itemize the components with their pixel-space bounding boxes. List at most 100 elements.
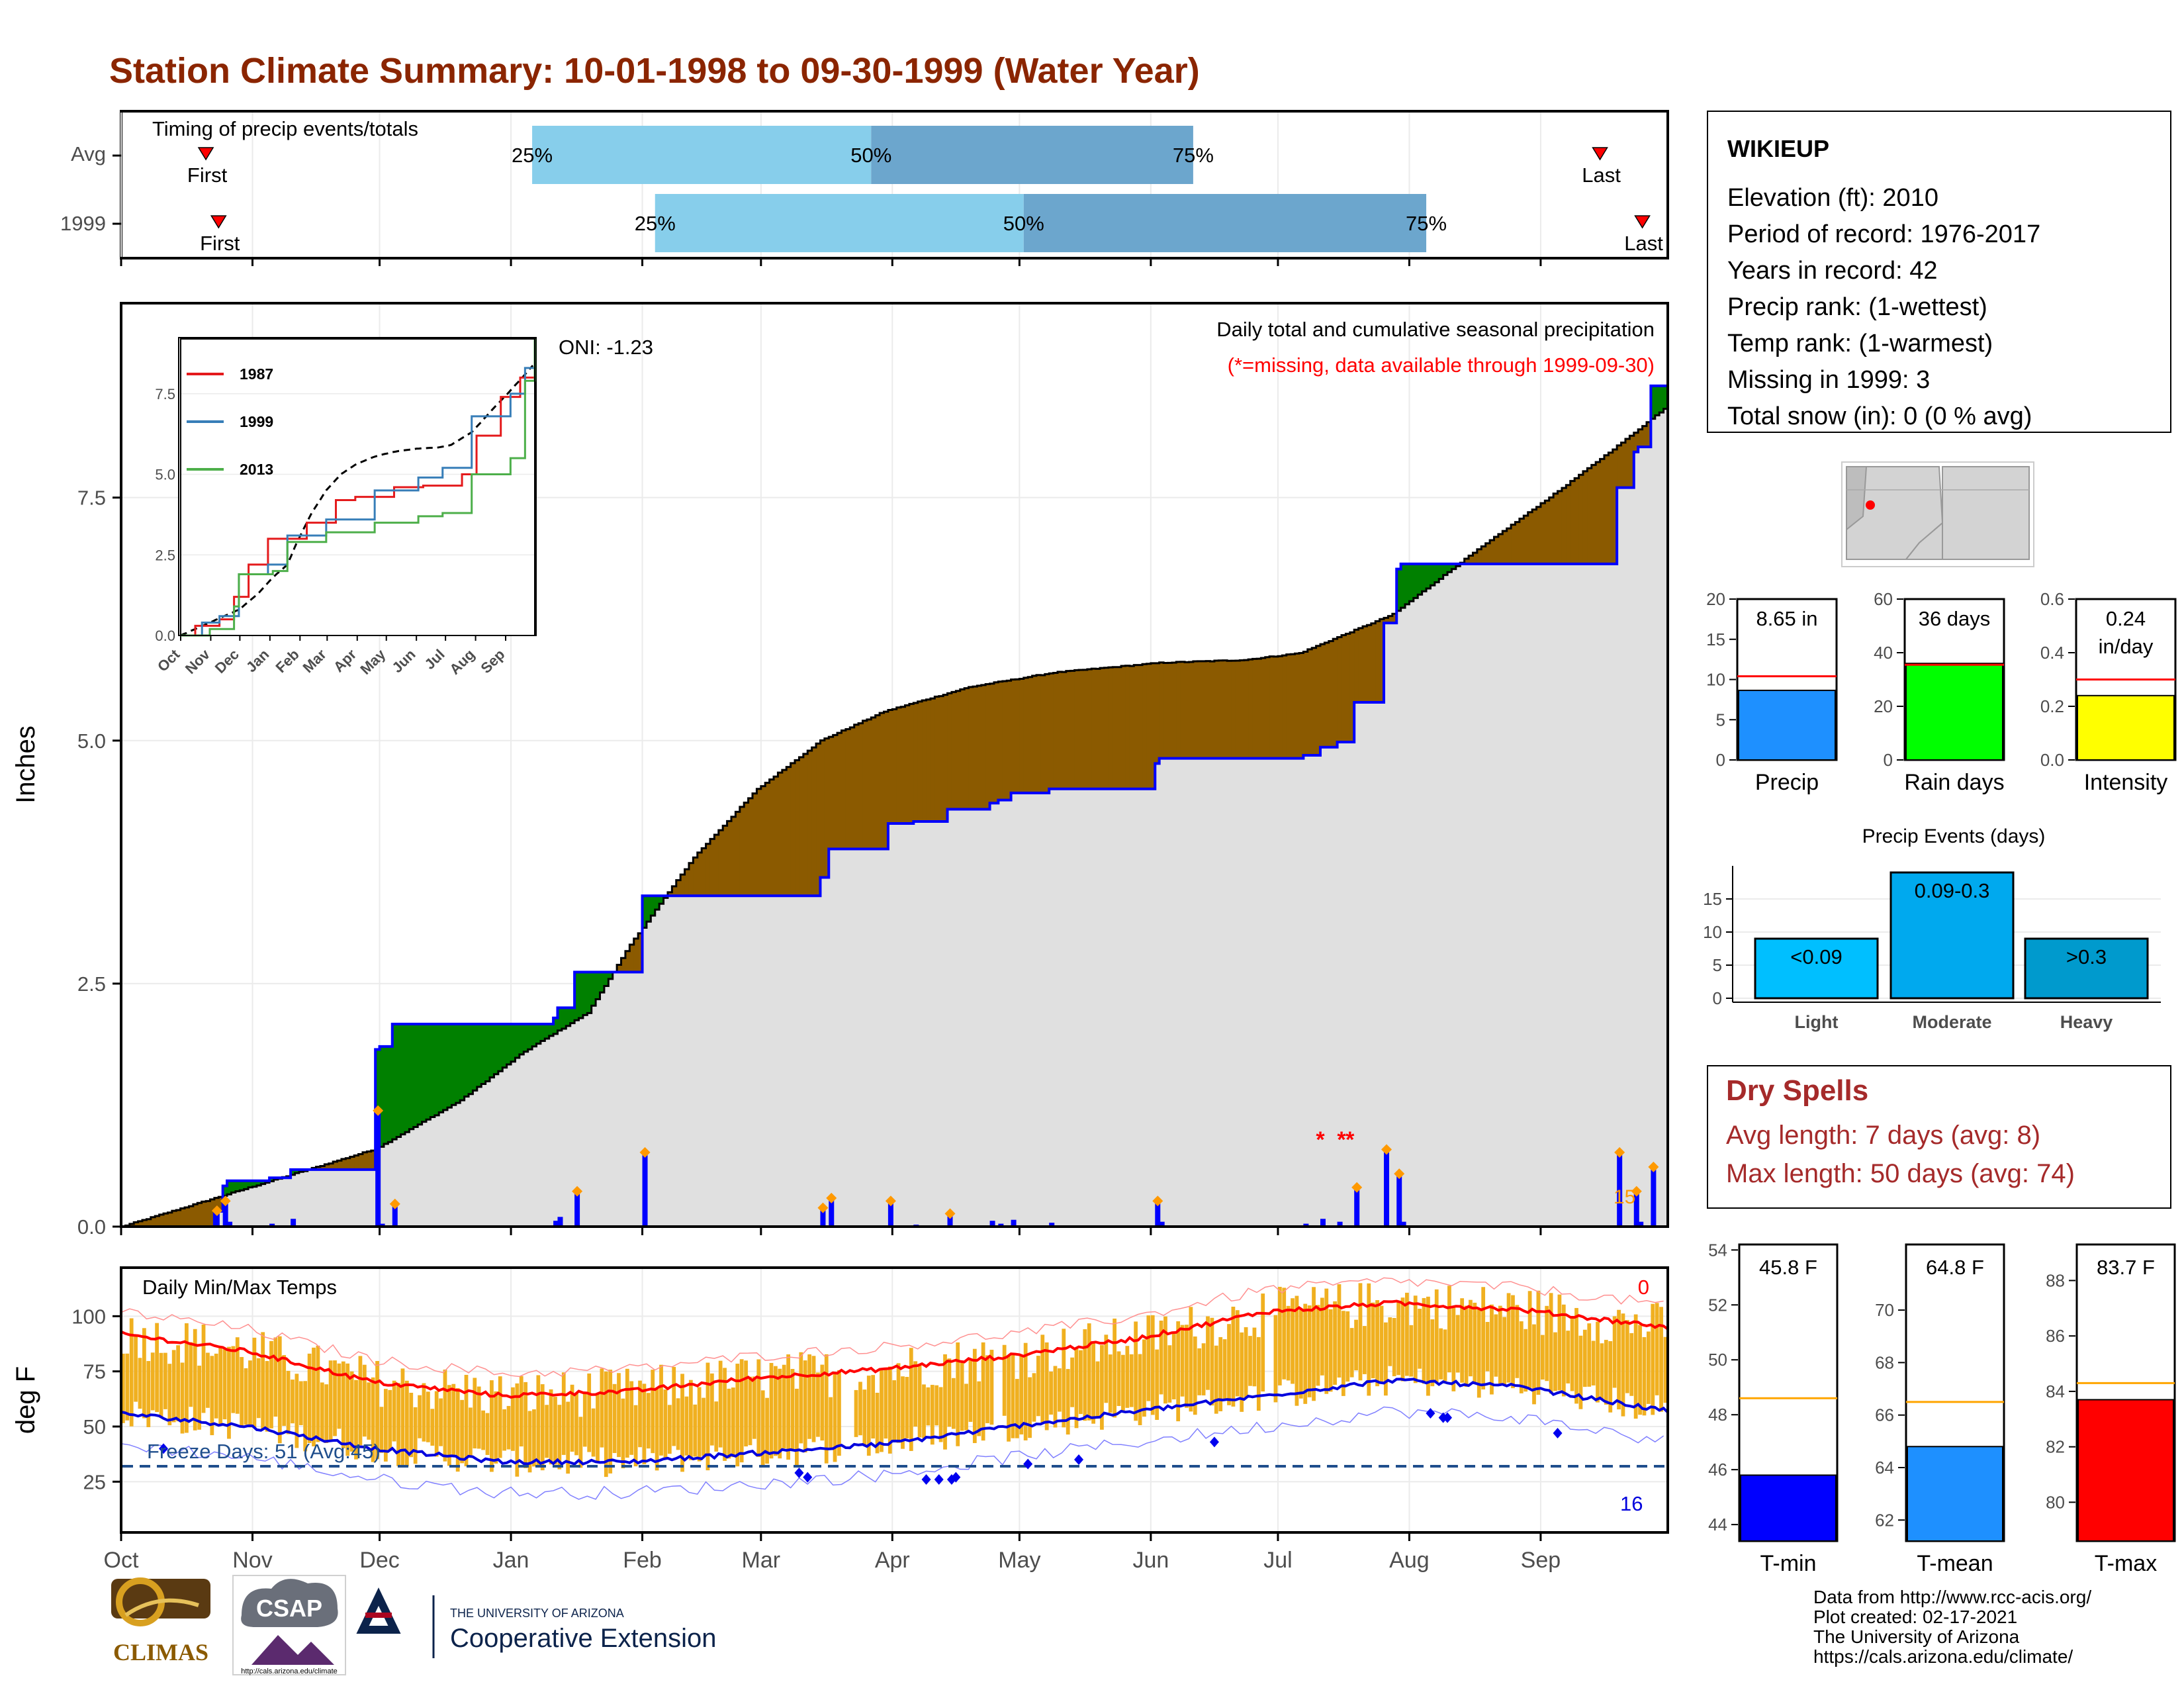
daily-temp-bar [176, 1345, 180, 1422]
daily-temp-bar [189, 1342, 193, 1407]
surplus-area [240, 1180, 245, 1191]
daily-temp-bar [905, 1377, 909, 1438]
daily-temp-bar [1273, 1315, 1278, 1403]
deficit-area [680, 874, 686, 896]
deficit-area [892, 709, 897, 824]
daily-temp-bar [638, 1380, 642, 1448]
surplus-area [1651, 385, 1656, 419]
deficit-area [795, 760, 800, 896]
deficit-area [1494, 537, 1499, 564]
station-info-line: Total snow (in): 0 (0 % avg) [1727, 402, 2032, 430]
daily-temp-bar [1570, 1317, 1574, 1391]
precip-panel: * * * 0.02.55.07.5 Inches Daily total and … [11, 302, 1669, 1239]
deficit-area [1578, 475, 1584, 564]
surplus-area [646, 896, 651, 922]
deficit-area [1176, 661, 1181, 759]
daily-precip-marker [639, 1147, 651, 1158]
daily-temp-bar [1079, 1350, 1083, 1415]
month-axis: Oct Nov Dec Jan Feb Mar Apr May Jun Jul Aug Sep [104, 1532, 1561, 1573]
daily-temp-bar [316, 1345, 320, 1442]
deficit-area [1328, 641, 1334, 747]
daily-temp-bar [633, 1405, 638, 1467]
daily-temp-bar [269, 1340, 273, 1429]
summary-bar-tick-label: 0 [1884, 750, 1893, 770]
temp-summary-label: T-mean [1917, 1551, 1993, 1576]
summary-bar-label: Intensity [2084, 770, 2168, 795]
logo-climas: CLIMAS [111, 1577, 210, 1665]
precip-frame [120, 302, 1669, 1228]
deficit-area [1591, 465, 1596, 564]
deficit-area [968, 686, 974, 810]
surplus-area [222, 1186, 228, 1196]
temp-summary-tick-label: 44 [1708, 1515, 1727, 1534]
daily-temp-bar [1291, 1298, 1295, 1384]
daily-precip-marker [211, 1205, 222, 1216]
temp-summary-tick-label: 46 [1708, 1460, 1727, 1479]
station-info-line: Precip rank: (1-wettest) [1727, 293, 1987, 321]
deficit-area [697, 852, 702, 896]
deficit-area [1214, 660, 1219, 759]
deficit-area [993, 682, 999, 804]
daily-temp-bar [490, 1380, 494, 1472]
daily-temp-bar [744, 1360, 748, 1447]
temp-bottom-count: 16 [1620, 1492, 1643, 1515]
daily-temp-bar [964, 1383, 968, 1430]
daily-temp-bar [684, 1396, 689, 1456]
daily-temp-bar [1303, 1303, 1308, 1404]
daily-temp-bar [1146, 1315, 1151, 1401]
timing-bar-50-75 [871, 126, 1193, 184]
deficit-area [989, 683, 995, 804]
daily-temp-bar [977, 1381, 981, 1436]
surplus-area [1434, 563, 1439, 583]
deficit-area [1524, 516, 1529, 564]
daily-temp-bar [125, 1353, 130, 1421]
daily-temp-bar [1087, 1323, 1091, 1421]
surplus-area [388, 1046, 393, 1143]
deficit-area [341, 1158, 346, 1170]
freeze-day-marker [1209, 1436, 1219, 1448]
daily-temp-bar [561, 1372, 566, 1455]
surplus-area [1418, 563, 1423, 595]
daily-temp-bar [1460, 1298, 1465, 1383]
deficit-area [1527, 512, 1533, 564]
daily-temp-bar [265, 1361, 269, 1432]
daily-temp-bar [481, 1410, 485, 1450]
temp-summary-tick-label: 84 [2046, 1382, 2065, 1401]
daily-temp-bar [1180, 1325, 1185, 1397]
surplus-area [498, 1023, 503, 1072]
surplus-area [392, 1023, 397, 1140]
station-name: WIKIEUP [1727, 135, 1829, 162]
deficit-area [1570, 481, 1575, 564]
surplus-area [642, 896, 647, 928]
daily-temp-bar [930, 1385, 934, 1445]
daily-temp-bar [1286, 1305, 1291, 1381]
daily-temp-bar [159, 1352, 163, 1418]
daily-temp-bar [400, 1368, 405, 1466]
deficit-area [1171, 663, 1177, 759]
daily-temp-bar [477, 1386, 481, 1449]
inset-average-line [179, 365, 534, 637]
daily-temp-bar [1549, 1293, 1553, 1394]
deficit-area [748, 798, 753, 896]
timing-first-marker [197, 147, 214, 161]
daily-temp-bar [333, 1360, 337, 1436]
daily-temp-bar [379, 1407, 384, 1453]
month-label: Jun [1132, 1548, 1169, 1573]
daily-temp-bar [1494, 1314, 1498, 1377]
daily-temp-bar [854, 1389, 858, 1437]
daily-temp-bar [1320, 1297, 1324, 1376]
deficit-area [1358, 628, 1363, 703]
daily-temp-bar [1074, 1348, 1079, 1429]
freeze-day-marker [159, 1443, 169, 1454]
climas-text: CLIMAS [113, 1639, 208, 1665]
precip-summary-bars: 0 5 10 15 20 8.65 in Precip 0 20 40 60 36 days Rain … [1706, 589, 2177, 795]
deficit-area [1498, 534, 1503, 564]
daily-temp-bar [1473, 1302, 1477, 1383]
daily-temp-bar [943, 1354, 947, 1450]
daily-temp-bar [1363, 1326, 1367, 1374]
surplus-area [426, 1023, 431, 1120]
temp-summary-tick-label: 50 [1708, 1350, 1727, 1370]
daily-temp-bar [1206, 1316, 1210, 1390]
daily-temp-bar [1142, 1339, 1146, 1417]
daily-temp-bar [735, 1364, 740, 1467]
